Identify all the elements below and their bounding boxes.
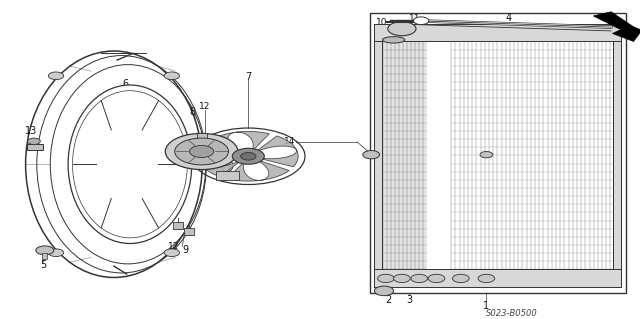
Text: 11: 11 <box>409 14 420 23</box>
Bar <box>428 96 449 223</box>
Circle shape <box>164 72 179 80</box>
Bar <box>184 228 194 235</box>
Text: 6: 6 <box>122 78 129 89</box>
Circle shape <box>388 22 416 36</box>
Polygon shape <box>593 12 640 41</box>
Polygon shape <box>198 146 243 177</box>
Text: 12: 12 <box>199 102 211 111</box>
Circle shape <box>394 274 410 283</box>
Text: 4: 4 <box>506 12 512 23</box>
Text: 7: 7 <box>245 72 252 82</box>
Circle shape <box>480 152 493 158</box>
Circle shape <box>428 274 445 283</box>
Text: 5: 5 <box>40 260 47 270</box>
Text: 9: 9 <box>182 245 189 255</box>
Text: 13: 13 <box>24 126 37 136</box>
Circle shape <box>363 151 380 159</box>
Circle shape <box>49 249 64 256</box>
Circle shape <box>165 133 238 170</box>
Bar <box>173 222 183 229</box>
Polygon shape <box>207 131 269 153</box>
Circle shape <box>378 274 394 283</box>
Circle shape <box>49 72 64 80</box>
Bar <box>197 133 207 139</box>
Text: 12: 12 <box>168 242 180 251</box>
Text: FR.: FR. <box>570 27 589 37</box>
Bar <box>374 41 382 270</box>
Circle shape <box>28 138 40 145</box>
Circle shape <box>478 274 495 283</box>
Bar <box>216 171 239 180</box>
Bar <box>370 13 626 293</box>
Text: 1: 1 <box>483 300 490 310</box>
Text: 10: 10 <box>376 18 388 27</box>
Polygon shape <box>254 136 298 167</box>
Bar <box>374 270 621 287</box>
Text: 14: 14 <box>284 137 295 146</box>
Circle shape <box>241 152 256 160</box>
Circle shape <box>411 274 428 283</box>
Circle shape <box>232 148 264 164</box>
Circle shape <box>374 286 394 296</box>
Ellipse shape <box>68 85 192 243</box>
Ellipse shape <box>26 51 202 278</box>
Bar <box>27 144 43 150</box>
Circle shape <box>164 249 179 256</box>
Text: 3: 3 <box>406 295 413 305</box>
Text: 2: 2 <box>385 295 392 305</box>
Polygon shape <box>227 159 289 181</box>
Bar <box>42 253 47 259</box>
Bar <box>374 24 621 41</box>
Text: S023-B0500: S023-B0500 <box>486 309 538 318</box>
Circle shape <box>452 274 469 283</box>
Text: 8: 8 <box>189 107 195 117</box>
Circle shape <box>175 138 228 165</box>
Circle shape <box>189 145 214 158</box>
Circle shape <box>413 17 429 25</box>
Bar <box>613 41 621 270</box>
Ellipse shape <box>383 37 405 43</box>
Circle shape <box>36 246 54 255</box>
